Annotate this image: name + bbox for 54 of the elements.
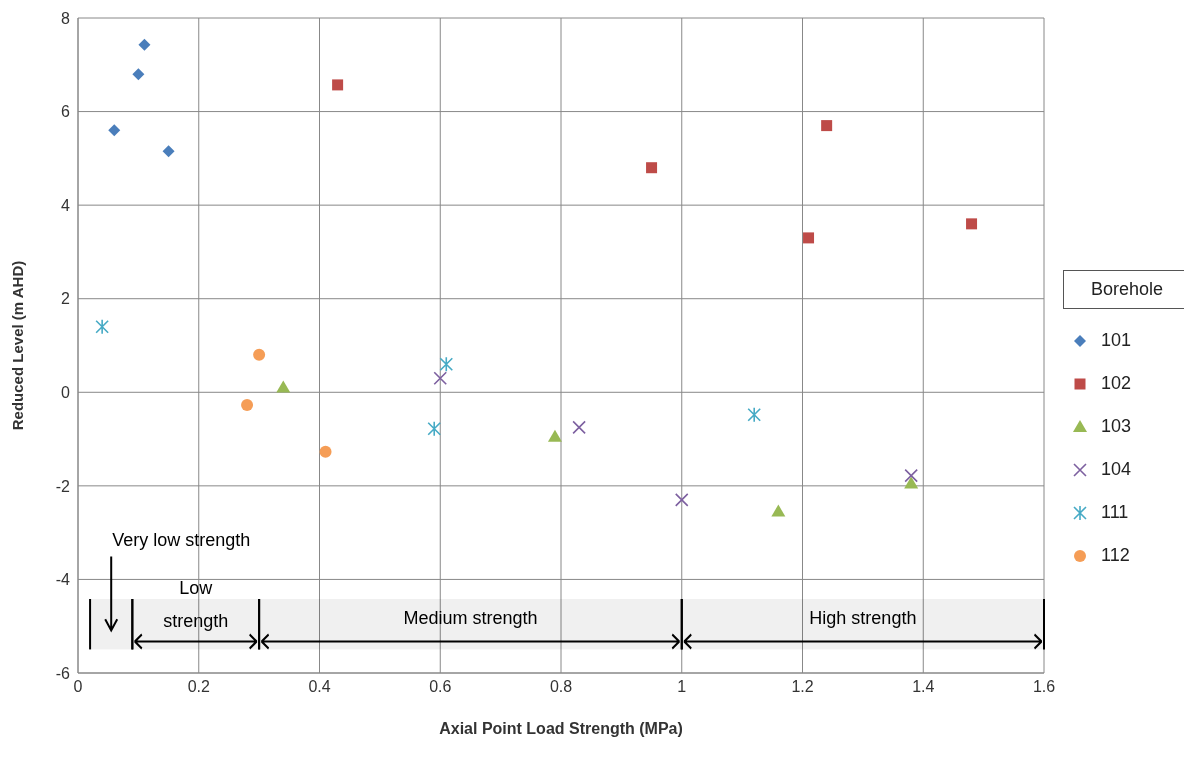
- point: [803, 232, 815, 244]
- y-tick-label: -6: [55, 664, 71, 682]
- legend-label: 111: [1101, 502, 1129, 523]
- y-tick-label: 0: [61, 383, 71, 401]
- point: [966, 218, 978, 230]
- x-axis-title: Axial Point Load Strength (MPa): [439, 720, 683, 738]
- legend-label: 101: [1101, 330, 1132, 351]
- point: [572, 420, 586, 435]
- x-tick-label: 0: [73, 678, 83, 696]
- point: [904, 476, 919, 489]
- point: [108, 124, 121, 137]
- x-tick-label: 1: [677, 678, 687, 696]
- x-tick-label: 0.2: [187, 678, 210, 696]
- point: [253, 348, 266, 361]
- point: [138, 38, 151, 51]
- y-tick-label: 8: [61, 9, 71, 27]
- x-tick-label: 1.4: [912, 678, 935, 696]
- point: [904, 468, 918, 483]
- point: [433, 371, 448, 386]
- y-tick-label: 2: [61, 290, 71, 308]
- band-label: Medium strength: [403, 607, 538, 628]
- point: [646, 162, 658, 174]
- point: [162, 145, 175, 158]
- band-label: Very low strength: [112, 529, 251, 550]
- legend-title: Borehole: [1063, 270, 1184, 309]
- legend-label: 103: [1101, 416, 1132, 437]
- y-tick-label: 6: [61, 103, 71, 121]
- point: [674, 493, 689, 507]
- legend-label: 104: [1101, 459, 1132, 480]
- point: [95, 318, 109, 335]
- point: [821, 120, 833, 132]
- x-tick-label: 1.2: [791, 678, 814, 696]
- y-tick-label: -4: [55, 571, 71, 589]
- y-tick-label: -2: [55, 477, 71, 495]
- point: [319, 445, 332, 458]
- band-label: Low strength: [163, 578, 229, 632]
- legend-label: 112: [1101, 545, 1130, 566]
- point: [547, 429, 562, 442]
- point: [276, 380, 291, 393]
- band-label: High strength: [809, 607, 917, 628]
- point: [439, 356, 454, 373]
- point: [241, 398, 254, 411]
- legend-label: 102: [1101, 373, 1132, 394]
- y-axis-title: Reduced Level (m AHD): [9, 260, 27, 431]
- point: [747, 406, 761, 423]
- x-tick-label: 0.6: [429, 678, 452, 696]
- x-tick-label: 0.4: [308, 678, 331, 696]
- x-tick-label: 1.6: [1032, 678, 1056, 696]
- y-tick-label: 4: [61, 196, 71, 214]
- point: [132, 68, 145, 81]
- point: [427, 420, 442, 437]
- point: [332, 79, 344, 91]
- x-tick-label: 0.8: [549, 678, 573, 696]
- point: [771, 504, 786, 517]
